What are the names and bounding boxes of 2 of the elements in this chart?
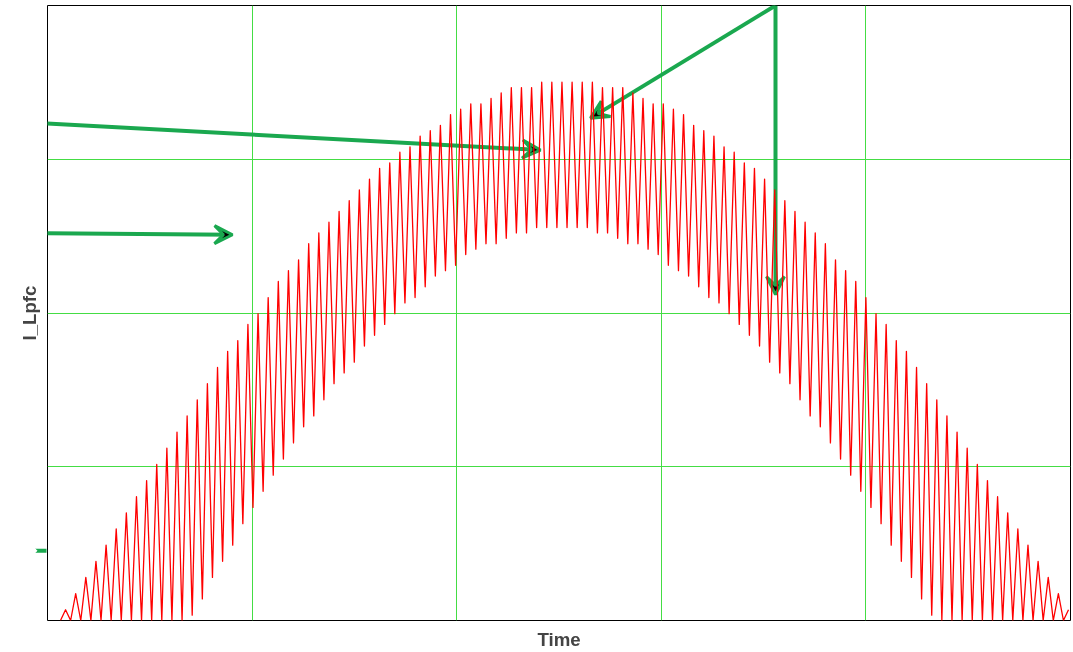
x-axis-title: Time [537,628,581,650]
y-axis-title: I_Lpfc [18,285,40,341]
